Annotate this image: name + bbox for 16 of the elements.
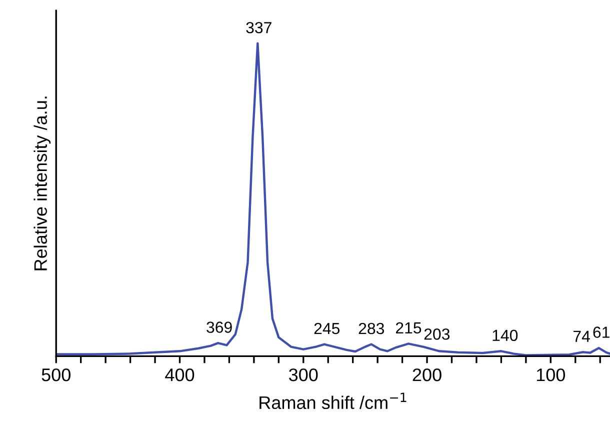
x-axis-title: Raman shift /cm$^{−1}$ xyxy=(260,392,406,410)
annotation: 61 xyxy=(593,326,610,338)
x-tick-label: 300 xyxy=(289,368,318,382)
annotation: 245 xyxy=(314,322,340,334)
annotation: 369 xyxy=(206,322,232,333)
y-axis-title: Relative intensity /a.u. xyxy=(34,96,51,270)
annotation: 74 xyxy=(574,330,590,342)
x-tick-label: 500 xyxy=(42,368,70,382)
annotation: 215 xyxy=(396,322,422,334)
x-tick-label: 100 xyxy=(536,368,566,382)
annotation: 203 xyxy=(424,328,450,340)
annotation: 140 xyxy=(492,330,518,342)
x-tick-label: 400 xyxy=(165,368,194,382)
annotation: 337 xyxy=(246,22,272,34)
annotation: 283 xyxy=(358,322,384,334)
x-tick-label: 200 xyxy=(412,368,442,382)
